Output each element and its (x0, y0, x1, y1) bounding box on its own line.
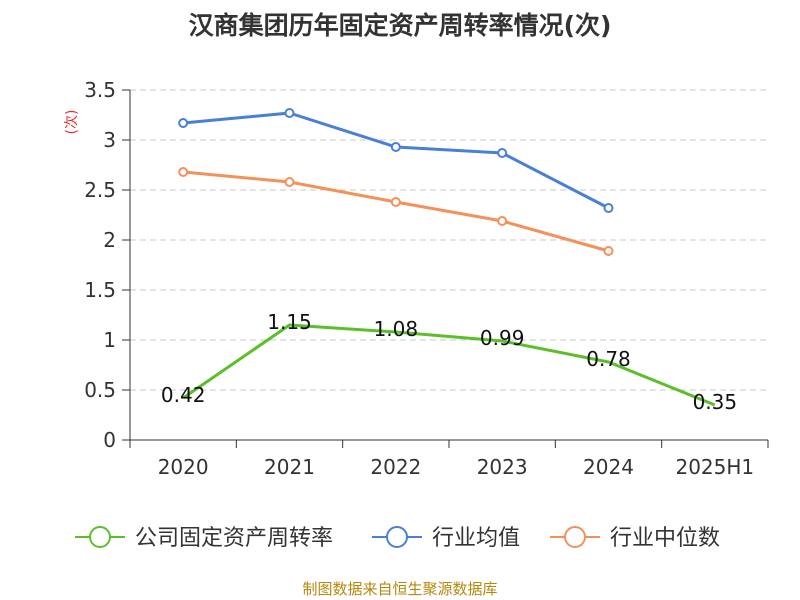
x-tick-label: 2021 (264, 455, 315, 479)
legend-label: 行业中位数 (610, 526, 720, 551)
data-point (603, 203, 614, 213)
data-point (390, 197, 401, 207)
legend-marker (89, 526, 111, 548)
legend-label: 公司固定资产周转率 (135, 526, 333, 551)
chart-title: 汉商集团历年固定资产周转率情况(次) (188, 11, 612, 40)
y-tick-label: 0.5 (84, 378, 116, 402)
series-line (183, 111, 610, 210)
x-tick-label: 2020 (158, 455, 209, 479)
data-point (497, 148, 508, 158)
y-tick-label: 2.5 (84, 178, 116, 202)
y-tick-label: 3.5 (84, 78, 116, 102)
data-point (390, 142, 401, 152)
legend-marker (564, 526, 586, 548)
data-label: 0.35 (693, 390, 738, 414)
data-label: 0.78 (586, 347, 631, 371)
data-point (603, 246, 614, 256)
y-axis-unit-label: (次) (64, 110, 80, 135)
data-label: 0.99 (480, 326, 525, 350)
x-tick-label: 2022 (370, 455, 421, 479)
data-point (284, 108, 295, 118)
data-point (284, 177, 295, 187)
legend-label: 行业均值 (432, 526, 520, 551)
legend-marker (386, 526, 408, 548)
data-point (178, 167, 189, 177)
series-line (183, 170, 609, 253)
data-label: 1.15 (267, 310, 312, 334)
y-tick-label: 2 (103, 228, 116, 252)
series-line (182, 323, 716, 407)
data-point (497, 216, 508, 226)
data-point (178, 118, 189, 128)
y-tick-label: 0 (103, 428, 116, 452)
data-label: 0.42 (161, 383, 206, 407)
y-tick-label: 1 (103, 328, 116, 352)
x-tick-label: 2025H1 (675, 455, 754, 479)
source-note: 制图数据来自恒生聚源数据库 (302, 580, 498, 598)
y-tick-label: 3 (103, 128, 116, 152)
x-tick-label: 2024 (583, 455, 634, 479)
x-tick-label: 2023 (477, 455, 528, 479)
y-tick-label: 1.5 (84, 278, 116, 302)
data-label: 1.08 (374, 317, 419, 341)
